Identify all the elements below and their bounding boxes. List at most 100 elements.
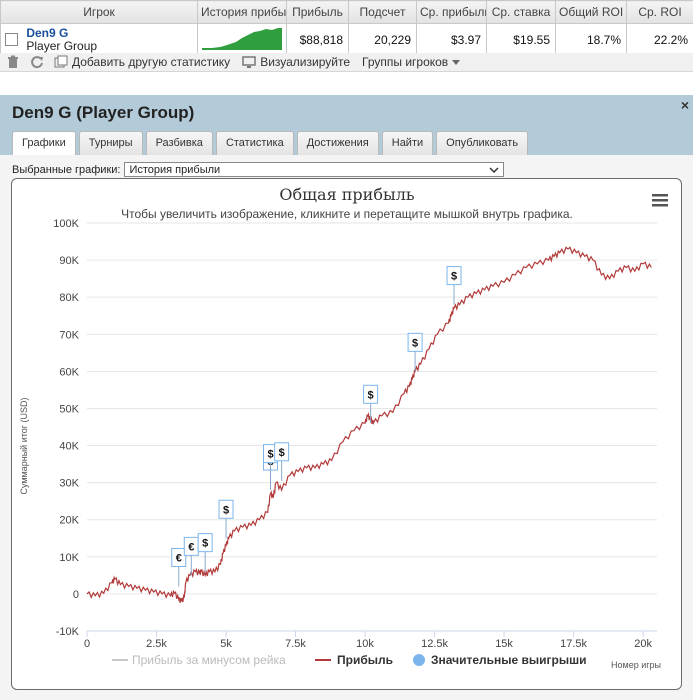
col-header-player[interactable]: Игрок — [0, 0, 198, 24]
tick-labels: -10K 0 10K 20K 30K 40K 50K 60K 70K 80K 90K 100K 0 2.5… — [53, 218, 652, 650]
col-header-count[interactable]: Подсчет — [348, 0, 417, 24]
y-tick-label: 90K — [59, 255, 79, 267]
y-tick-label: 10K — [59, 552, 79, 564]
y-tick-label: 20K — [59, 515, 79, 527]
x-axis-title: Номер игры — [611, 660, 661, 670]
player-panel-header: Den9 G (Player Group) × Графики Турниры … — [0, 95, 693, 156]
player-stats-table: Игрок История прибы Прибыль Подсчет Ср. … — [0, 0, 693, 56]
series-layer — [86, 246, 652, 603]
tab-achievements[interactable]: Достижения — [296, 131, 379, 155]
visualize-button[interactable]: Визуализируйте — [242, 55, 350, 69]
chart-select-row: Выбранные графики: История прибыли — [12, 162, 505, 177]
y-tick-label: 0 — [73, 589, 79, 601]
marker-layer: €€$$$$$$$$ — [171, 266, 462, 587]
win-marker-label: $ — [279, 447, 285, 459]
x-tick-label: 20k — [634, 638, 652, 650]
y-tick-label: -10K — [56, 626, 80, 638]
tab-charts[interactable]: Графики — [12, 131, 76, 156]
profit-chart-svg[interactable]: Общая прибыль Чтобы увеличить изображени… — [12, 179, 682, 690]
player-name-link[interactable]: Den9 G — [26, 25, 69, 40]
x-tick-label: 0 — [84, 638, 90, 650]
player-groups-label: Группы игроков — [362, 55, 449, 69]
win-marker-label: € — [188, 541, 194, 553]
y-tick-label: 40K — [59, 441, 79, 453]
y-tick-label: 70K — [59, 329, 79, 341]
col-header-avg-profit[interactable]: Ср. прибыль — [416, 0, 487, 24]
x-tick-label: 2.5k — [146, 638, 167, 650]
chart-subtitle: Чтобы увеличить изображение, кликните и … — [121, 207, 573, 221]
trash-icon — [8, 55, 18, 68]
add-stats-icon — [54, 55, 68, 68]
panel-title: Den9 G (Player Group) — [12, 103, 195, 122]
legend-item-wins[interactable]: Значительные выигрыши — [431, 653, 587, 667]
stats-toolbar: Добавить другую статистику Визуализируйт… — [0, 53, 693, 72]
chart-select-value: История прибыли — [129, 163, 221, 176]
legend-item-profit[interactable]: Прибыль — [337, 653, 393, 667]
chart-select-label: Выбранные графики: — [12, 163, 121, 176]
player-group-label: Player Group — [26, 38, 98, 53]
refresh-icon — [31, 56, 43, 69]
y-tick-label: 100K — [53, 218, 79, 230]
total-roi-cell: 18.7% — [555, 23, 627, 56]
tab-statistics[interactable]: Статистика — [215, 131, 294, 155]
x-tick-label: 5k — [220, 638, 232, 650]
win-marker-flag — [171, 547, 187, 567]
chevron-down-icon — [452, 60, 461, 65]
profit-history-cell — [197, 23, 287, 56]
x-tick-label: 15k — [495, 638, 513, 650]
win-marker-flag — [363, 384, 379, 404]
profit-cell: $88,818 — [286, 23, 349, 56]
avg-profit-cell: $3.97 — [416, 23, 487, 56]
y-tick-label: 30K — [59, 478, 79, 490]
sparkline-area — [202, 28, 282, 50]
count-cell: 20,229 — [348, 23, 417, 56]
player-cell: Den9 G Player Group — [0, 23, 198, 56]
win-marker-flag — [218, 499, 234, 519]
y-tick-label: 50K — [59, 403, 79, 415]
profit-series-line — [86, 246, 652, 603]
win-marker-flag — [407, 332, 423, 352]
x-tick-label: 12.5k — [421, 638, 448, 650]
win-marker-flag — [446, 266, 462, 286]
chevron-down-icon — [489, 166, 499, 173]
x-tick-label: 17.5k — [560, 638, 587, 650]
visualize-label: Визуализируйте — [260, 55, 350, 69]
win-marker-label: $ — [223, 504, 229, 516]
col-header-profit-history[interactable]: История прибы — [197, 0, 287, 24]
table-header-row: Игрок История прибы Прибыль Подсчет Ср. … — [0, 0, 693, 24]
close-icon[interactable]: × — [680, 97, 689, 113]
chart-select-dropdown[interactable]: История прибыли — [124, 162, 505, 177]
x-tick-label: 10k — [356, 638, 374, 650]
row-checkbox[interactable] — [5, 33, 18, 46]
win-marker-flag — [274, 442, 290, 462]
profit-sparkline[interactable] — [202, 26, 282, 50]
y-tick-label: 60K — [59, 366, 79, 378]
table-row[interactable]: Den9 G Player Group $88,818 20,229 $3.97… — [0, 23, 693, 56]
panel-tabs: Графики Турниры Разбивка Статистика Дост… — [12, 131, 529, 156]
refresh-button[interactable] — [30, 55, 48, 69]
win-marker-label: € — [176, 552, 182, 564]
tab-tournaments[interactable]: Турниры — [78, 131, 143, 155]
win-marker-label: $ — [451, 271, 457, 283]
tab-find[interactable]: Найти — [381, 131, 434, 155]
chart-title: Общая прибыль — [279, 185, 414, 204]
profit-chart[interactable]: Общая прибыль Чтобы увеличить изображени… — [11, 178, 682, 690]
win-marker-label: $ — [412, 337, 418, 349]
chart-legend: Прибыль за минусом рейка Прибыль Значите… — [112, 653, 587, 667]
add-stats-button[interactable]: Добавить другую статистику — [54, 55, 230, 69]
tab-breakdown[interactable]: Разбивка — [145, 131, 213, 155]
col-header-avg-roi[interactable]: Ср. ROI — [626, 0, 693, 24]
chart-menu-icon[interactable] — [652, 194, 668, 207]
avg-stake-cell: $19.55 — [486, 23, 556, 56]
add-stats-label: Добавить другую статистику — [72, 55, 231, 69]
player-groups-dropdown[interactable]: Группы игроков — [362, 55, 461, 69]
col-header-total-roi[interactable]: Общий ROI — [555, 0, 627, 24]
col-header-avg-stake[interactable]: Ср. ставка — [486, 0, 556, 24]
legend-item-rake[interactable]: Прибыль за минусом рейка — [132, 653, 286, 667]
col-header-profit[interactable]: Прибыль — [286, 0, 349, 24]
tab-publish[interactable]: Опубликовать — [436, 131, 529, 155]
win-marker-flag — [197, 533, 213, 553]
grid-lines — [86, 222, 657, 637]
y-axis-title: Суммарный итог (USD) — [19, 397, 29, 494]
delete-button[interactable] — [6, 55, 24, 69]
